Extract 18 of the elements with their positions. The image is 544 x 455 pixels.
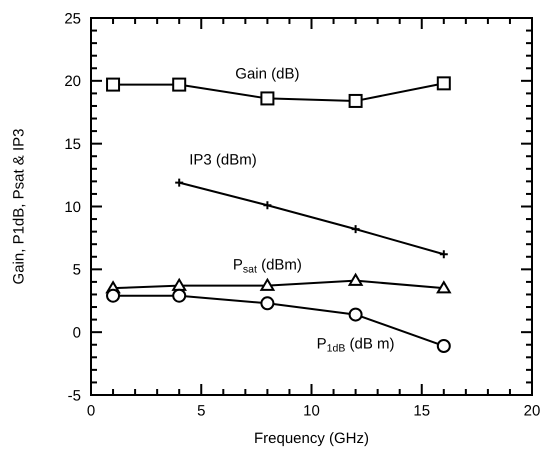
y-tick-label: 10: [64, 198, 81, 216]
series-label: P$_{sat}$ (dBm): [232, 256, 302, 276]
series-label: P$_{1dB}$ (dB m): [316, 336, 395, 354]
x-tick-label: 20: [524, 402, 540, 420]
x-tick-label: 0: [86, 402, 96, 420]
x-axis-title: Frequency (GHz): [254, 430, 370, 447]
x-tick-label: 15: [413, 402, 430, 420]
y-tick-label: 25: [64, 10, 81, 28]
series-label: Gain (dB): [235, 65, 300, 82]
x-tick-label: 5: [197, 402, 206, 420]
x-tick-label: 10: [303, 402, 320, 420]
y-tick-label: 5: [72, 262, 81, 279]
y-axis-title: Gain, P1dB, Psat & IP3: [10, 128, 28, 284]
y-tick-label: 15: [64, 136, 81, 153]
y-tick-label: -5: [68, 387, 81, 404]
series-label: IP3 (dBm): [189, 152, 257, 169]
y-tick-label: 20: [64, 73, 81, 90]
y-tick-label: 0: [72, 324, 81, 342]
